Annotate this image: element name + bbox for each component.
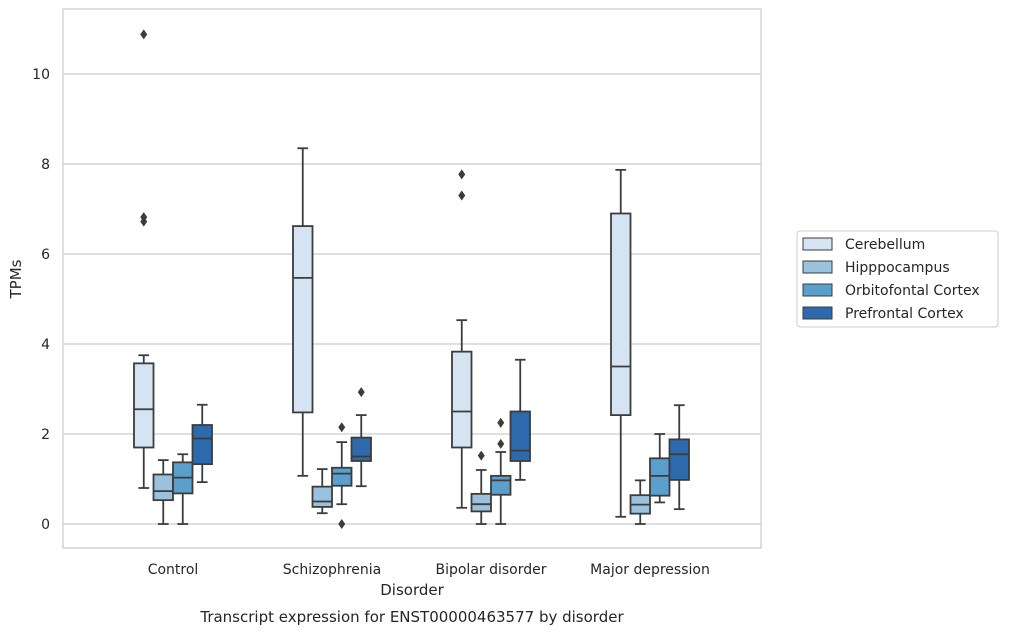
box-iqr [470, 492, 492, 513]
box-iqr [133, 362, 155, 449]
legend-swatch [802, 283, 833, 297]
box [668, 404, 690, 511]
box [191, 403, 213, 484]
legend-swatch [802, 260, 833, 274]
outlier-point [140, 212, 148, 223]
box-iqr [668, 438, 690, 481]
box [610, 168, 632, 518]
box-iqr [152, 473, 174, 502]
box [451, 169, 473, 509]
x-axis-label: Disorder [380, 581, 444, 599]
legend-swatch [802, 306, 833, 320]
outlier-point [458, 190, 466, 201]
legend: Cerebellum Hipppocampus Orbitofontal Corte… [796, 230, 999, 328]
box-iqr [610, 212, 632, 417]
y-tick-labels: 0 2 4 6 8 10 [32, 67, 50, 533]
box [629, 479, 651, 525]
series-cerebellum [133, 29, 632, 518]
outlier-point [357, 387, 365, 398]
plot-area [62, 8, 762, 549]
box-iqr [311, 485, 333, 508]
legend-label: Prefrontal Cortex [845, 306, 964, 322]
box-iqr [191, 424, 213, 466]
y-tick-label: 10 [32, 67, 50, 83]
legend-swatch [802, 237, 833, 251]
box [509, 358, 531, 481]
box-iqr [331, 466, 353, 487]
outlier-point [338, 519, 346, 529]
series-hipppocampus [152, 450, 651, 525]
y-tick-label: 0 [41, 517, 50, 533]
y-tick-label: 8 [41, 157, 50, 173]
box-iqr [649, 457, 671, 497]
box-iqr [451, 350, 473, 449]
box [470, 450, 492, 525]
x-tick-label: Control [148, 562, 199, 578]
box-iqr [350, 436, 372, 462]
outlier-point [458, 169, 466, 180]
box [172, 453, 194, 525]
outlier-point [140, 29, 148, 40]
outlier-point [477, 450, 485, 461]
series-prefrontal-cortex [191, 358, 690, 511]
box [152, 459, 174, 525]
outlier-point [497, 438, 505, 449]
box [133, 29, 155, 489]
box [292, 147, 314, 477]
box-series-layer [133, 29, 690, 529]
x-tick-label: Major depression [590, 562, 710, 578]
x-tick-label: Schizophrenia [283, 562, 381, 578]
box [350, 387, 372, 488]
series-orbitofontal-cortex [172, 417, 671, 529]
outlier-point [497, 417, 505, 428]
legend-label: Hipppocampus [845, 260, 950, 276]
box-iqr [509, 410, 531, 462]
chart-caption: Transcript expression for ENST0000046357… [199, 608, 624, 626]
y-tick-label: 4 [41, 337, 50, 353]
legend-frame [796, 230, 999, 328]
legend-label: Cerebellum [845, 237, 925, 253]
box-iqr [490, 474, 512, 496]
x-tick-labels: Control Schizophrenia Bipolar disorder Majo… [148, 562, 710, 578]
y-axis-label: TPMs [7, 259, 25, 299]
x-tick-label: Bipolar disorder [435, 562, 546, 578]
box [490, 417, 512, 525]
box [331, 422, 353, 529]
legend-label: Orbitofontal Cortex [845, 283, 980, 299]
outlier-point [338, 422, 346, 433]
box-iqr [292, 225, 314, 414]
grid-lines [63, 73, 761, 525]
y-tick-label: 2 [41, 427, 50, 443]
box [649, 433, 671, 504]
y-tick-label: 6 [41, 247, 50, 263]
box [311, 468, 333, 515]
